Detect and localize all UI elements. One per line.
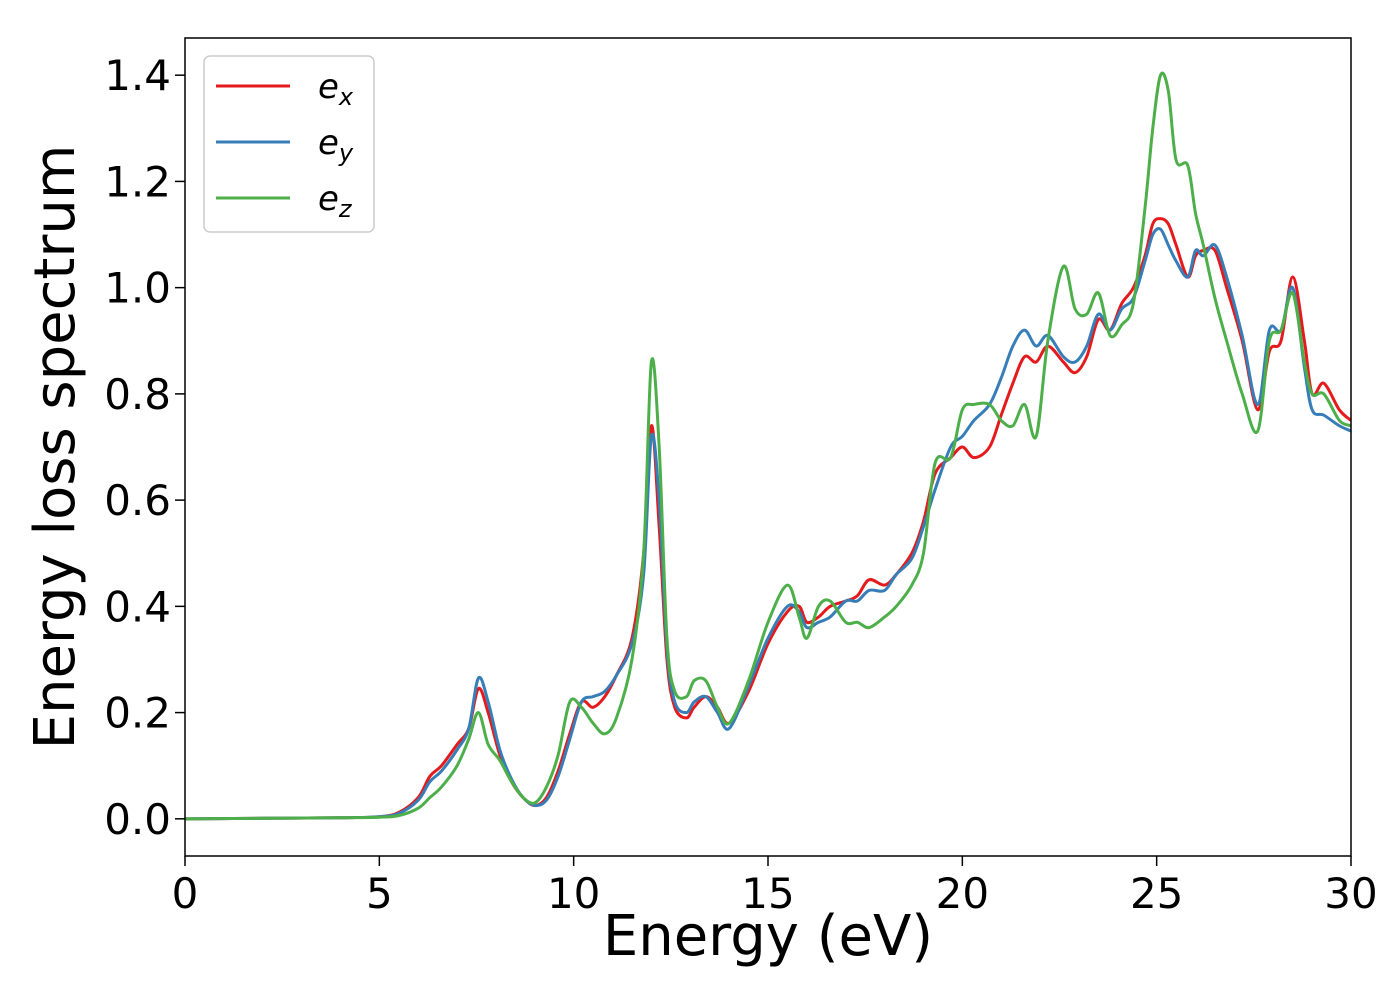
y-tick-label: 0.0 <box>104 795 171 844</box>
x-tick-label: 30 <box>1324 869 1377 918</box>
y-tick-label: 0.8 <box>104 370 171 419</box>
y-axis-ticks: 0.0 0.2 0.4 0.6 0.8 1.0 1.2 1.4 <box>104 51 185 844</box>
legend-label-x: ex <box>318 67 354 111</box>
legend-label-y: ey <box>318 123 354 167</box>
x-tick-label: 15 <box>741 869 794 918</box>
legend-label-z: ez <box>318 179 353 223</box>
y-axis-label: Energy loss spectrum <box>23 145 88 750</box>
x-tick-label: 10 <box>547 869 600 918</box>
series-line-z <box>185 71 1351 821</box>
y-tick-label: 0.6 <box>104 476 171 525</box>
x-axis-ticks: 0 5 10 15 20 25 30 <box>172 856 1378 918</box>
x-tick-label: 0 <box>172 869 199 918</box>
x-axis-label: Energy (eV) <box>603 904 933 969</box>
y-tick-label: 1.4 <box>104 51 171 100</box>
x-tick-label: 20 <box>936 869 989 918</box>
y-tick-label: 0.2 <box>104 689 171 738</box>
x-tick-label: 5 <box>366 869 393 918</box>
y-tick-label: 1.2 <box>104 157 171 206</box>
x-tick-label: 25 <box>1130 869 1183 918</box>
legend-box <box>203 55 375 233</box>
y-tick-label: 1.0 <box>104 264 171 313</box>
y-tick-label: 0.4 <box>104 582 171 631</box>
legend: ex ey ez <box>203 55 375 233</box>
series-layer <box>185 71 1351 821</box>
